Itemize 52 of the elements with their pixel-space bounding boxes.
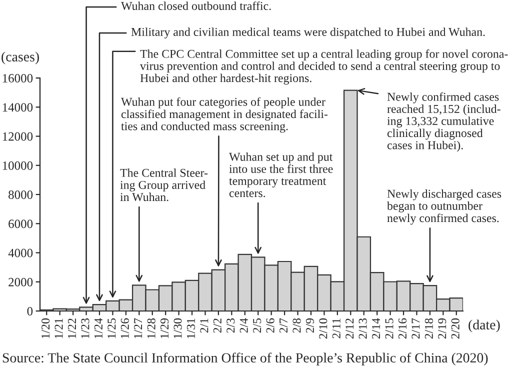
x-tick-label: 2/5 <box>253 318 262 333</box>
x-tick-label: 2/12 <box>346 318 354 339</box>
x-tick-label: 2/17 <box>412 318 420 339</box>
y-tick-label: 12000 <box>2 132 33 141</box>
x-tick-label: 1/26 <box>120 318 129 338</box>
y-tick-label: 10000 <box>2 161 33 170</box>
x-tick-label: 1/29 <box>160 318 169 338</box>
y-tick-label: 14000 <box>2 103 33 112</box>
y-tick-label: 6000 <box>8 220 33 228</box>
y-axis-title: (cases) <box>2 52 39 64</box>
y-tick-label: 8000 <box>8 190 33 199</box>
x-tick-label: 2/4 <box>240 318 248 333</box>
x-tick-label: 2/9 <box>306 318 314 333</box>
x-tick-label: 1/31 <box>186 318 196 338</box>
x-tick-label: 1/21 <box>54 318 63 338</box>
x-tick-label: 2/3 <box>226 318 235 333</box>
y-tick-label: 16000 <box>2 74 33 82</box>
x-tick-label: 1/24 <box>94 318 102 338</box>
x-tick-label: 1/22 <box>68 318 76 338</box>
annotation: Military and civilian medical teams were dispatched to Hubei and Wuhan. <box>131 28 485 38</box>
annotation: Newly confirmed cases reached 15,152 (includ- ing 13,332 cumulative clinically diagnosed cases in Hubei). <box>387 92 500 152</box>
x-tick-label: 2/19 <box>438 318 446 339</box>
x-tick-label: 1/30 <box>174 318 182 338</box>
x-tick-label: 2/6 <box>266 318 274 333</box>
x-tick-label: 2/14 <box>372 318 380 339</box>
x-tick-label: 1/23 <box>81 318 90 338</box>
annotation: Wuhan set up and put into use the first three temporary treatment centers. <box>229 152 333 198</box>
source-note: Source: The State Council Information Office of the People’s Republic of China (2020) <box>2 352 488 366</box>
annotation: Newly discharged cases began to outnumber newly confirmed cases. <box>387 189 502 225</box>
y-tick-label: 0 <box>27 307 33 316</box>
annotation: Wuhan put four categories of people under classified management in designated facili- ties and conducted mass screening. <box>121 97 328 133</box>
y-tick-label: 2000 <box>8 278 33 286</box>
annotation: The Central Steer- ing Group arrived in Wuhan. <box>120 168 208 202</box>
x-tick-label: 2/2 <box>213 318 222 333</box>
x-tick-label: 2/11 <box>332 318 340 338</box>
x-tick-label: 2/18 <box>424 318 433 339</box>
x-tick-label: 2/15 <box>385 318 394 339</box>
x-axis-title: (date) <box>468 320 500 332</box>
annotation: The CPC Central Committee set up a central leading group for novel corona- virus prevention and control and decided to send a central steering group to Hubei and other hardest-hit regions. <box>140 49 508 85</box>
x-tick-label: 1/20 <box>42 318 50 338</box>
annotation: Wuhan closed outbound traffic. <box>121 1 271 10</box>
x-tick-label: 2/10 <box>319 318 328 339</box>
x-tick-label: 2/16 <box>398 318 407 339</box>
x-tick-label: 1/28 <box>147 318 156 338</box>
y-tick-label: 4000 <box>8 248 33 258</box>
x-tick-label: 2/20 <box>451 318 460 339</box>
x-tick-label: 2/1 <box>200 318 208 333</box>
x-tick-label: 1/25 <box>108 318 116 338</box>
x-tick-label: 2/13 <box>358 318 367 339</box>
x-tick-label: 1/27 <box>134 318 142 338</box>
x-tick-label: 2/7 <box>280 318 288 333</box>
x-tick-label: 2/8 <box>292 318 301 333</box>
